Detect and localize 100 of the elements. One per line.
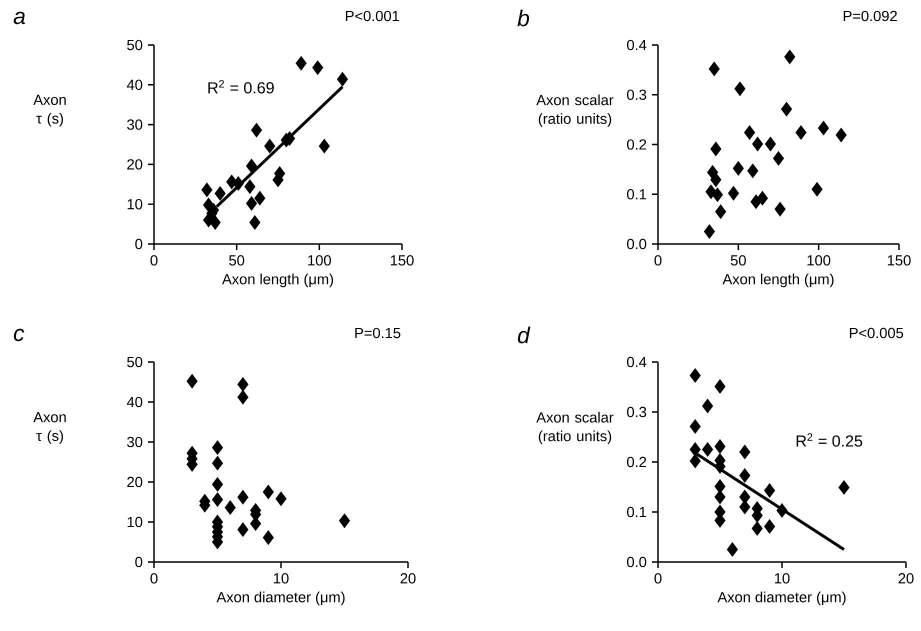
x-tick-label: 100 <box>808 255 830 266</box>
point <box>246 158 258 174</box>
point <box>212 492 224 507</box>
text: P=0.092 <box>844 10 897 22</box>
point <box>254 190 266 206</box>
point <box>714 479 726 494</box>
point <box>752 136 764 152</box>
x-axis-title: Axon length (μm) <box>722 274 834 288</box>
point <box>744 125 756 140</box>
point <box>756 190 768 206</box>
point <box>764 519 776 534</box>
point <box>702 398 714 414</box>
point <box>312 60 324 75</box>
y-tick-label: 10 <box>128 516 142 528</box>
x-tick-label: 150 <box>888 255 911 266</box>
y-tick-label: 0.0 <box>627 556 646 568</box>
y-axis-title: Axon τ (s) <box>33 412 66 444</box>
point <box>232 176 244 191</box>
text: P<0.001 <box>346 10 400 22</box>
y-axis-title: Axon τ (s) <box>33 94 66 127</box>
x-tick-label: 10 <box>774 573 790 584</box>
x-tick-label: 0 <box>654 255 662 266</box>
y-tick-label: 30 <box>127 119 142 130</box>
point <box>702 442 714 457</box>
point <box>690 454 701 468</box>
y-axis-title: Axon scalar (ratio units) <box>536 94 614 127</box>
point <box>739 500 750 514</box>
y-tick-label: 0 <box>135 556 142 568</box>
point <box>237 490 248 504</box>
y-tick-label: 40 <box>126 80 142 90</box>
y-tick-label: 0.1 <box>627 506 646 518</box>
y-tick-label: 40 <box>126 396 142 408</box>
point <box>764 483 776 498</box>
y-tick-label: 0.2 <box>627 139 646 150</box>
point <box>795 125 807 140</box>
y-tick-label: 0.1 <box>627 189 646 200</box>
y-tick-label: 0.3 <box>627 90 646 100</box>
y-tick-label: 0.4 <box>627 40 646 50</box>
point <box>726 542 738 557</box>
point <box>714 439 726 454</box>
y-tick-label: 0.0 <box>627 238 646 250</box>
chart-title: a <box>14 12 25 24</box>
point <box>201 182 212 198</box>
point <box>734 81 746 96</box>
annotation: R$^{2}$ = 0.69 <box>208 80 274 94</box>
y-tick-label: 0.3 <box>627 406 646 418</box>
point <box>212 477 224 492</box>
x-axis-title: Axon length (μm) <box>222 274 334 288</box>
point <box>739 468 750 483</box>
chart-title: d <box>518 326 530 344</box>
point <box>212 456 224 470</box>
point <box>710 172 722 188</box>
point <box>275 492 287 506</box>
point <box>246 196 258 211</box>
point <box>250 122 262 138</box>
point <box>237 390 248 404</box>
point <box>210 215 221 230</box>
x-tick-label: 0 <box>654 573 662 584</box>
x-tick-label: 20 <box>898 573 914 584</box>
x-tick-label: 150 <box>390 255 414 266</box>
point <box>708 62 720 76</box>
x-tick-label: 50 <box>730 255 746 266</box>
point <box>264 138 276 154</box>
point <box>812 182 823 197</box>
point <box>739 444 750 460</box>
point <box>752 521 763 536</box>
x-tick-label: 20 <box>400 573 416 584</box>
x-tick-label: 10 <box>274 573 289 584</box>
point <box>714 490 726 504</box>
point <box>732 161 744 176</box>
point <box>715 204 726 219</box>
y-tick-label: 20 <box>127 159 142 170</box>
point <box>690 419 701 434</box>
point <box>776 503 788 518</box>
y-tick-label: 10 <box>128 199 142 210</box>
point <box>237 522 248 537</box>
point <box>224 500 236 515</box>
point <box>838 480 850 495</box>
annotation: R$^{2}$ = 0.25 <box>796 433 862 447</box>
point <box>818 120 830 136</box>
chart-title: c <box>14 328 24 342</box>
point <box>772 151 784 166</box>
point <box>764 136 776 152</box>
point <box>296 56 307 71</box>
point <box>214 186 226 201</box>
point <box>710 142 722 156</box>
point <box>262 484 274 500</box>
point <box>704 224 715 239</box>
point <box>781 102 792 116</box>
point <box>338 514 350 528</box>
point <box>186 374 198 388</box>
point <box>774 202 786 216</box>
point <box>714 379 726 394</box>
x-tick-label: 0 <box>150 573 158 584</box>
x-tick-label: 0 <box>150 255 158 266</box>
point <box>836 128 847 142</box>
x-axis-title: Axon diameter (μm) <box>216 592 345 606</box>
point <box>690 442 701 457</box>
point <box>336 72 348 86</box>
x-axis-title: Axon diameter (μm) <box>717 592 846 606</box>
